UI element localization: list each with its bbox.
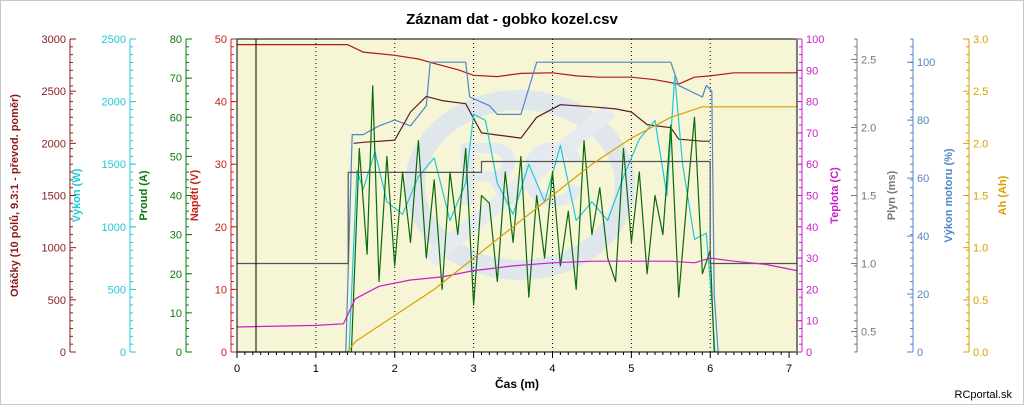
series-line-otacky [353, 95, 711, 144]
chart-title: Záznam dat - gobko kozel.csv [406, 11, 618, 28]
y-tick-label-vykon_motoru: 80 [917, 115, 929, 127]
x-tick-label: 1 [313, 363, 319, 375]
y-tick-label-ah: 0.5 [973, 295, 988, 307]
y-axis-plyn: 0.5 1.0 1.5 2.0 2.5 Plyn (ms) [851, 38, 898, 353]
y-tick-label-ah: 1.0 [973, 243, 988, 255]
y-tick-label-proud: 10 [170, 308, 182, 320]
y-tick-label-plyn: 2.5 [861, 54, 876, 66]
y-tick-label-vykon_motoru: 40 [917, 231, 929, 243]
y-axis-label-plyn: Plyn (ms) [886, 170, 898, 220]
y-tick-label-proud: 20 [170, 269, 182, 281]
x-axis-label: Čas (m) [495, 376, 539, 391]
y-axis-label-ah: Ah (Ah) [997, 175, 1009, 215]
y-tick-label-teplota: 80 [806, 97, 818, 109]
x-tick-label: 2 [392, 363, 398, 375]
y-tick-label-vykon: 500 [108, 284, 126, 296]
y-tick-label-teplota: 40 [806, 222, 818, 234]
y-tick-label-otacky: 500 [48, 295, 66, 307]
y-tick-label-proud: 30 [170, 230, 182, 242]
y-tick-label-teplota: 60 [806, 159, 818, 171]
y-tick-label-vykon_motoru: 100 [917, 57, 935, 69]
y-tick-label-otacky: 2500 [42, 86, 66, 98]
y-tick-label-plyn: 1.5 [861, 191, 876, 203]
y-tick-label-proud: 70 [170, 73, 182, 85]
y-tick-label-otacky: 2000 [42, 138, 66, 150]
y-tick-label-napeti: 0 [221, 347, 227, 359]
y-axis-teplota: 0 10 20 30 40 50 60 70 80 90 100 Teplota (C) [796, 34, 841, 359]
y-tick-label-proud: 80 [170, 34, 182, 46]
x-tick-label: 3 [471, 363, 477, 375]
series-line-ah [237, 106, 797, 353]
y-tick-label-teplota: 0 [806, 347, 812, 359]
y-tick-label-napeti: 30 [215, 159, 227, 171]
y-tick-label-vykon_motoru: 20 [917, 289, 929, 301]
series-line-vykon [348, 75, 716, 353]
y-tick-label-teplota: 70 [806, 128, 818, 140]
y-tick-label-teplota: 90 [806, 65, 818, 77]
y-tick-label-ah: 0.0 [973, 347, 988, 359]
y-tick-label-plyn: 0.5 [861, 327, 876, 339]
y-tick-label-teplota: 50 [806, 191, 818, 203]
y-axis-vykon_motoru: 0 20 40 60 80 100 Výkon motoru (%) [907, 38, 955, 359]
y-tick-label-proud: 50 [170, 151, 182, 163]
watermark-letters: RC [455, 125, 585, 225]
y-tick-label-teplota: 30 [806, 253, 818, 265]
y-tick-label-proud: 0 [176, 347, 182, 359]
y-tick-label-napeti: 20 [215, 222, 227, 234]
x-tick-label: 0 [234, 363, 240, 375]
x-tick-label: 6 [707, 363, 713, 375]
y-tick-label-proud: 60 [170, 112, 182, 124]
x-tick-label: 5 [628, 363, 634, 375]
series-line-teplota [236, 257, 798, 328]
y-tick-label-vykon: 1500 [102, 159, 126, 171]
y-tick-label-vykon: 1000 [102, 222, 126, 234]
y-tick-label-ah: 3.0 [973, 34, 988, 46]
y-axis-vykon: 0 500 1000 1500 2000 2500 Výkon (W) [71, 34, 136, 359]
y-axis-label-vykon_motoru: Výkon motoru (%) [943, 148, 955, 242]
y-axis-napeti: 0 10 20 30 40 50 Napětí (V) [189, 34, 237, 359]
series-line-napeti [237, 43, 797, 85]
y-tick-label-vykon: 0 [120, 347, 126, 359]
y-tick-label-otacky: 3000 [42, 34, 66, 46]
y-axis-label-proud: Proud (A) [138, 170, 150, 220]
series-line-proud [350, 85, 715, 353]
y-tick-label-otacky: 1500 [42, 191, 66, 203]
y-tick-label-vykon_motoru: 0 [917, 347, 923, 359]
y-axis-label-teplota: Teplota (C) [829, 167, 841, 224]
credit-label: RCportal.sk [955, 389, 1013, 401]
series-line-vykon_motoru [237, 61, 719, 353]
y-tick-label-otacky: 0 [60, 347, 66, 359]
y-tick-label-ah: 2.5 [973, 86, 988, 98]
y-tick-label-otacky: 1000 [42, 243, 66, 255]
series-line-plyn [237, 160, 797, 265]
y-tick-label-teplota: 20 [806, 284, 818, 296]
y-axis-proud: 0 10 20 30 40 50 60 70 80 Proud (A) [138, 34, 192, 359]
x-tick-label: 7 [786, 363, 792, 375]
y-tick-label-vykon_motoru: 60 [917, 173, 929, 185]
y-axis-label-napeti: Napětí (V) [189, 169, 201, 221]
y-tick-label-napeti: 50 [215, 34, 227, 46]
y-tick-label-ah: 1.5 [973, 191, 988, 203]
y-axis-otacky: 0 500 1000 1500 2000 2500 3000 Otáčky (10 pólů,… [9, 34, 76, 359]
y-axis-label-otacky: Otáčky (10 pólů, 9.3:1 - převod. poměr) [9, 94, 21, 297]
y-tick-label-teplota: 10 [806, 316, 818, 328]
x-axis: 0 1 2 3 4 5 6 7 [234, 352, 798, 375]
y-axis-ah: 0.0 0.5 1.0 1.5 2.0 2.5 3.0 Ah (Ah) [963, 34, 1009, 359]
y-tick-label-vykon: 2000 [102, 97, 126, 109]
x-tick-label: 4 [549, 363, 555, 375]
y-tick-label-proud: 40 [170, 191, 182, 203]
y-tick-label-napeti: 40 [215, 97, 227, 109]
y-tick-label-napeti: 10 [215, 284, 227, 296]
y-tick-label-teplota: 100 [806, 34, 824, 46]
y-tick-label-ah: 2.0 [973, 138, 988, 150]
y-tick-label-plyn: 1.0 [861, 259, 876, 271]
y-tick-label-vykon: 2500 [102, 34, 126, 46]
y-tick-label-plyn: 2.0 [861, 122, 876, 134]
watermark-logo: RC [405, 90, 635, 280]
y-axis-label-vykon: Výkon (W) [71, 168, 83, 222]
